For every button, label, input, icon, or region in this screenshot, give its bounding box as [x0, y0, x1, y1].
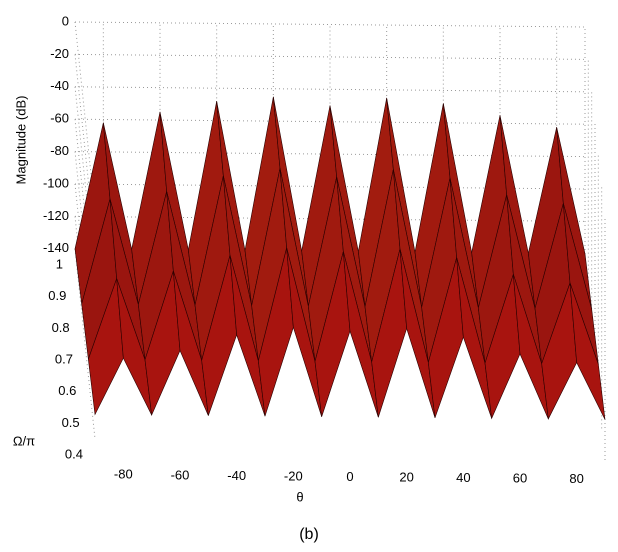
x-tick-label: 40 [456, 470, 470, 485]
y-axis-label: Ω/π [13, 433, 35, 448]
x-tick-label: 20 [399, 469, 413, 484]
y-tick-label: 0.4 [65, 446, 83, 461]
x-tick-label: 60 [513, 471, 527, 486]
z-tick-label: -40 [50, 78, 69, 93]
z-tick-label: -120 [43, 208, 69, 223]
z-tick-label: -80 [50, 143, 69, 158]
x-axis-label: θ [296, 489, 303, 504]
y-tick-label: 0.6 [58, 383, 76, 398]
surface-patch [569, 282, 606, 420]
z-tick-label: -60 [50, 111, 69, 126]
y-tick-label: 0.7 [55, 351, 73, 366]
z-tick-label: -20 [50, 46, 69, 61]
z-tick-label: -100 [43, 175, 69, 190]
y-tick-label: 0.9 [48, 288, 66, 303]
x-tick-label: -80 [114, 467, 133, 482]
x-tick-label: 0 [346, 469, 353, 484]
y-tick-label: 0.5 [62, 415, 80, 430]
x-tick-label: -40 [227, 468, 246, 483]
x-tick-label: -20 [284, 468, 303, 483]
caption: (b) [299, 526, 319, 543]
z-tick-label: 0 [62, 13, 69, 28]
z-tick-label: -140 [43, 240, 69, 255]
x-tick-label: 80 [569, 471, 583, 486]
y-tick-label: 0.8 [52, 320, 70, 335]
z-axis-label: Magnitude (dB) [13, 96, 28, 185]
y-tick-label: 1 [56, 256, 63, 271]
x-tick-label: -60 [171, 467, 190, 482]
